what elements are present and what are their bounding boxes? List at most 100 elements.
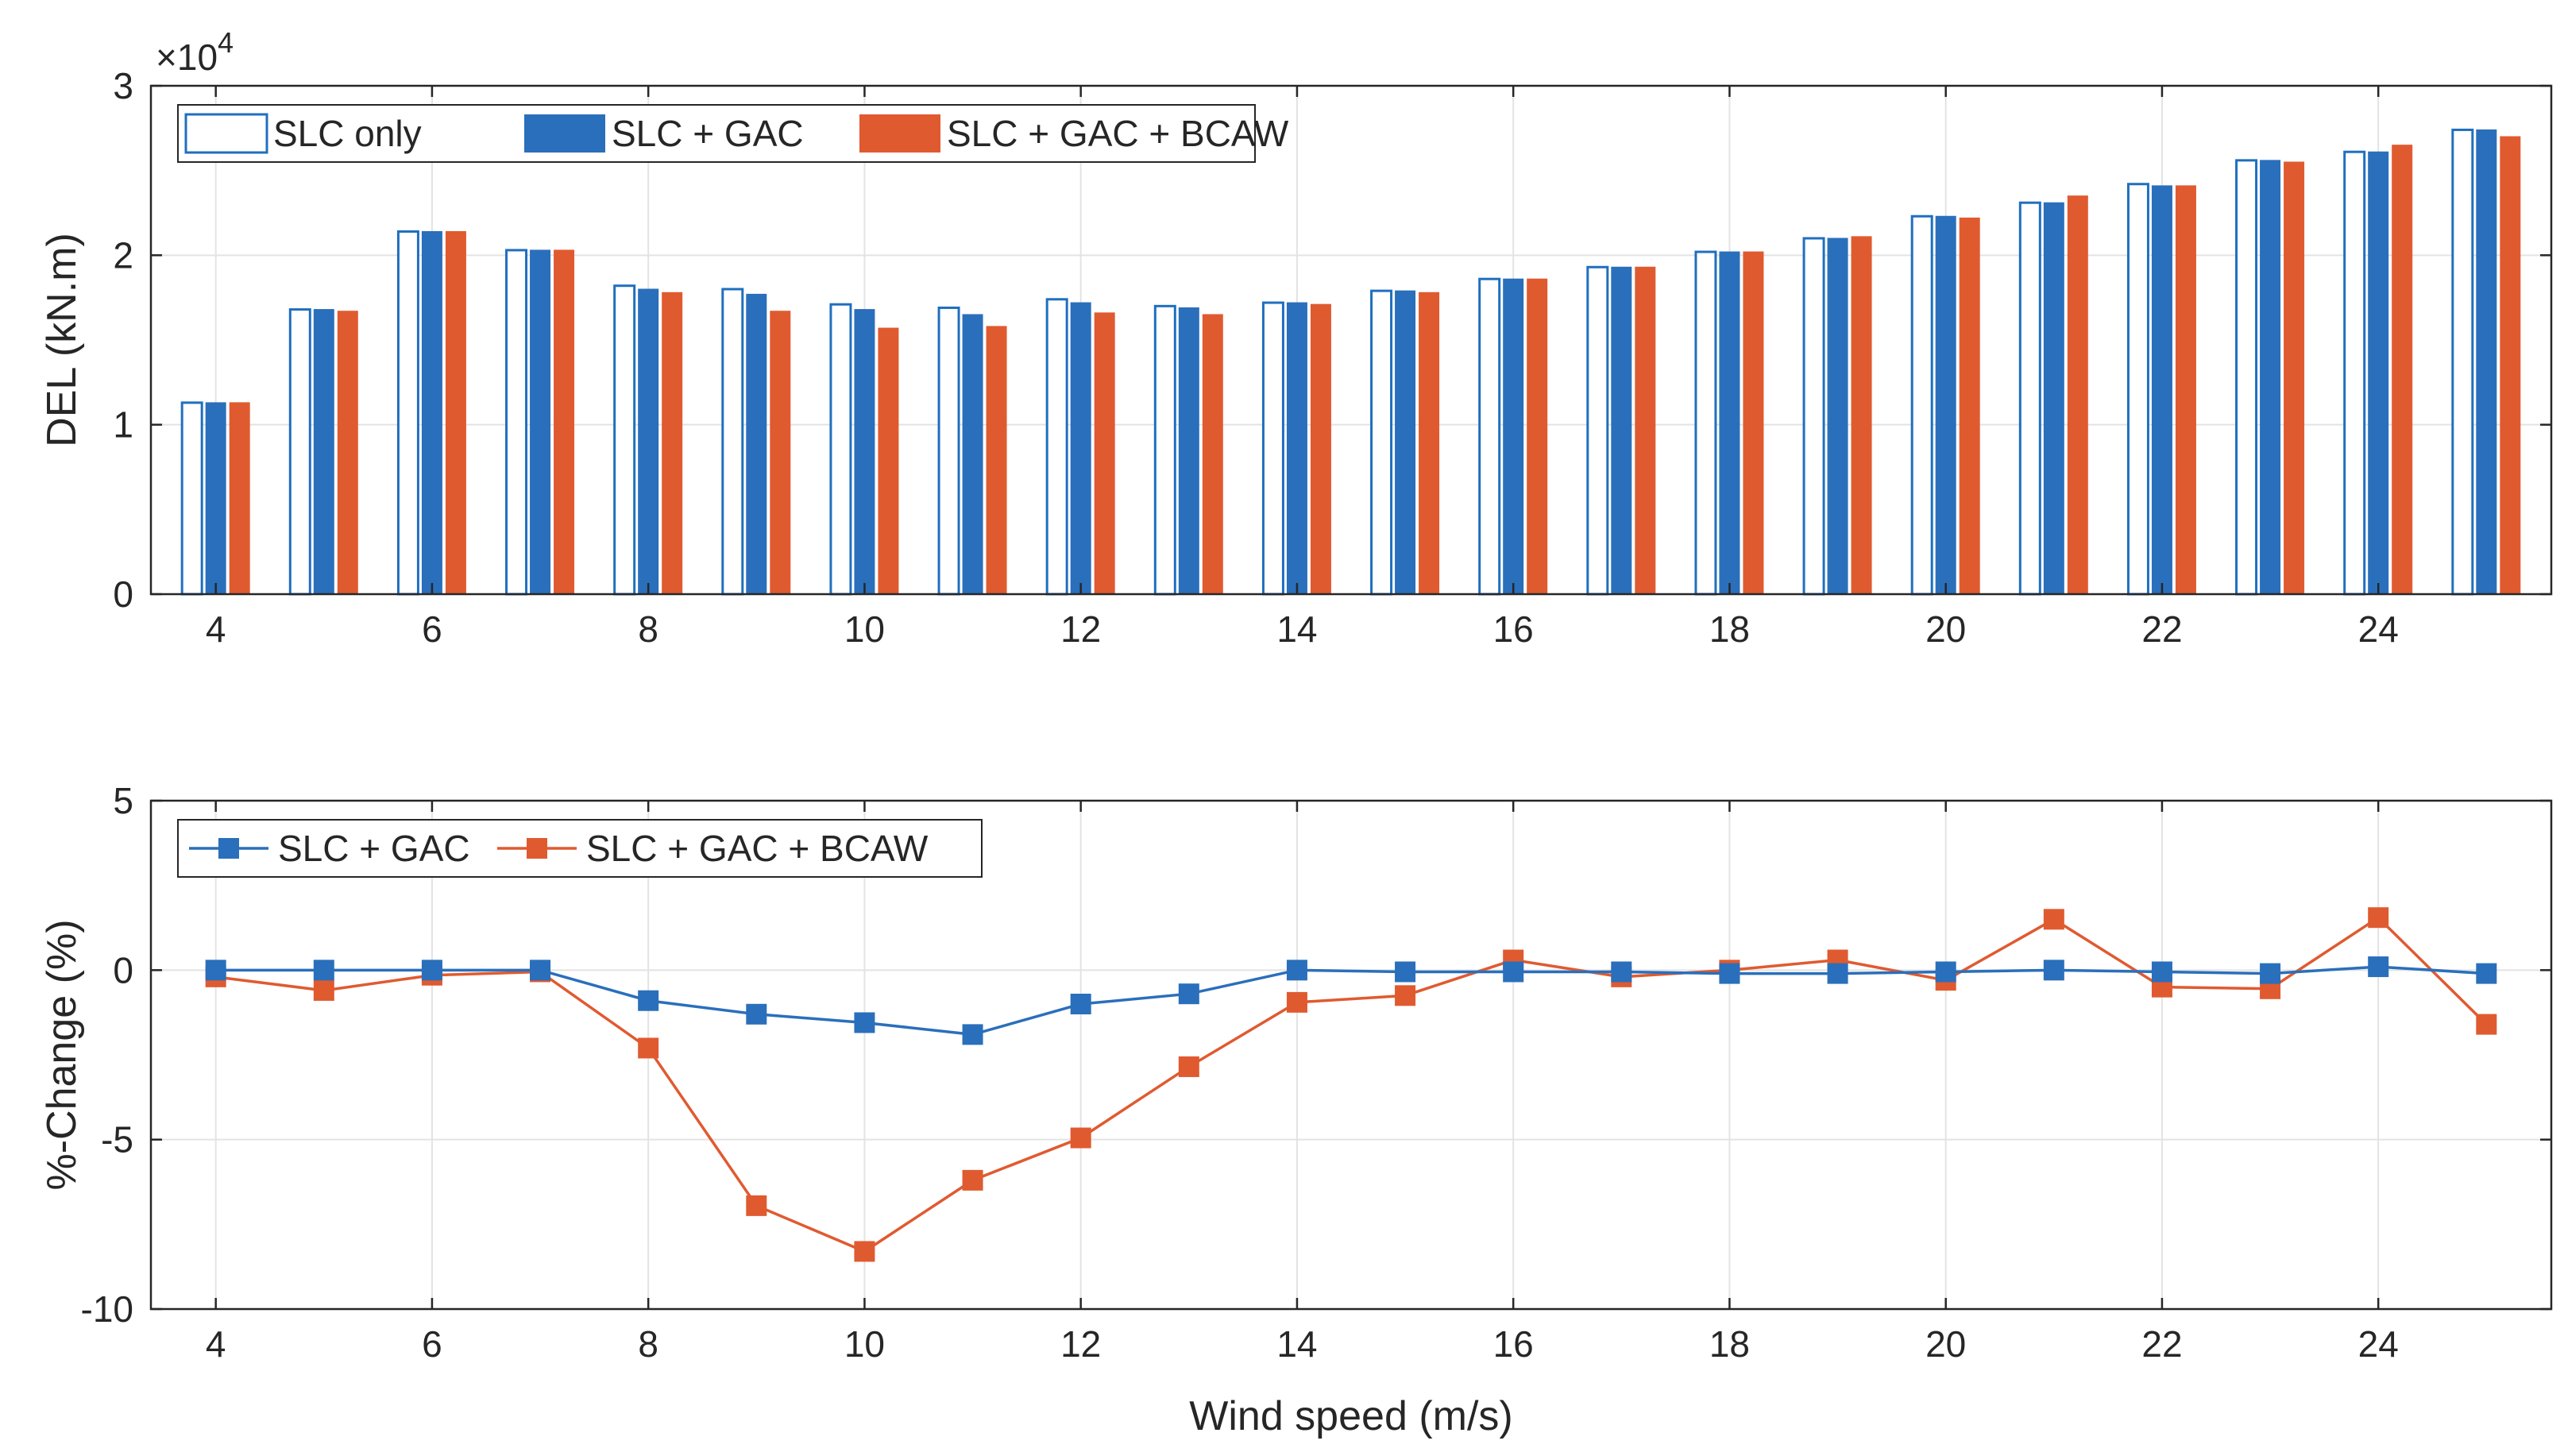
bar-slc-gac-12 [1070, 302, 1091, 595]
bar-slc-only-22 [2126, 183, 2149, 596]
bar-slc-gac-8 [638, 288, 659, 595]
bar-slc-only-23 [2235, 159, 2258, 596]
bar-slc-gac-18 [1719, 251, 1740, 595]
legend-marker-1 [527, 838, 547, 859]
legend-swatch-slc-gac [524, 114, 605, 153]
legend-label: SLC + GAC + BCAW [586, 828, 929, 869]
top-ytick-label: 0 [113, 574, 133, 615]
marker-slc-gac-bcaw-8 [638, 1037, 659, 1059]
bar-slc-gac-24 [2368, 151, 2389, 595]
bot-xtick-label: 14 [1276, 1323, 1317, 1365]
bar-slc-gac-20 [1935, 215, 1956, 595]
bot-xtick-label: 8 [638, 1323, 658, 1365]
line-slc-gac [215, 965, 2487, 1037]
marker-slc-gac-bcaw-12 [1070, 1127, 1091, 1149]
top-axes-frame [149, 84, 2553, 596]
bar-slc-gac-5 [313, 309, 334, 595]
bar-slc-only-21 [2018, 201, 2041, 596]
top-xtick-label: 18 [1709, 608, 1750, 650]
bar-slc-gac-bcaw-6 [445, 230, 466, 595]
bar-slc-gac-bcaw-25 [2500, 136, 2521, 595]
marker-slc-gac-22 [2151, 961, 2172, 983]
bot-xtick-label: 18 [1709, 1323, 1750, 1365]
marker-slc-gac-bcaw-25 [2476, 1014, 2497, 1035]
top-ytick-label: 1 [113, 404, 133, 446]
bar-slc-gac-14 [1286, 302, 1307, 595]
bar-slc-gac-bcaw-14 [1310, 303, 1331, 595]
top-xtick-label: 10 [844, 608, 885, 650]
bot-xtick-label: 12 [1060, 1323, 1101, 1365]
marker-slc-gac-4 [205, 960, 226, 981]
marker-slc-gac-25 [2476, 963, 2497, 984]
bar-slc-gac-bcaw-4 [229, 402, 250, 595]
bar-slc-only-4 [180, 401, 203, 596]
bot-xtick-label: 22 [2141, 1323, 2182, 1365]
top-xtick-label: 8 [638, 608, 658, 650]
bar-slc-gac-bcaw-13 [1202, 314, 1223, 595]
marker-slc-gac-21 [2043, 960, 2064, 981]
marker-slc-gac-16 [1503, 961, 1524, 983]
bar-slc-only-9 [721, 288, 744, 596]
marker-slc-gac-9 [746, 1003, 767, 1025]
marker-slc-gac-bcaw-11 [962, 1169, 983, 1191]
bar-slc-only-19 [1802, 237, 1825, 596]
marker-slc-gac-8 [638, 990, 659, 1011]
bar-slc-gac-6 [421, 230, 442, 595]
legend-swatch-slc-only [184, 113, 268, 154]
legend-label: SLC only [273, 113, 422, 154]
line-slc-gac-bcaw [215, 915, 2488, 1253]
bar-slc-gac-25 [2476, 129, 2497, 595]
bot-ytick-label: -10 [81, 1288, 133, 1330]
marker-slc-gac-10 [854, 1012, 875, 1033]
bar-slc-only-14 [1261, 301, 1284, 596]
marker-slc-gac-13 [1178, 983, 1199, 1005]
bottom-legend-box [177, 819, 983, 878]
bottom-lines [205, 907, 2497, 1262]
exponent-base: ×10 [156, 37, 218, 78]
legend-label: SLC + GAC [612, 113, 804, 154]
top-xtick-label: 24 [2358, 608, 2399, 650]
marker-slc-gac-11 [962, 1024, 983, 1045]
marker-slc-gac-20 [1935, 961, 1956, 983]
bar-slc-gac-7 [530, 249, 551, 595]
bot-xtick-label: 6 [422, 1323, 442, 1365]
bottom-y-axis-label: %-Change (%) [39, 919, 85, 1190]
bot-ytick-label: 0 [113, 949, 133, 991]
bar-slc-only-11 [937, 306, 960, 596]
exponent-power: 4 [218, 26, 234, 59]
bar-slc-only-12 [1045, 298, 1068, 596]
bot-xtick-label: 4 [206, 1323, 226, 1365]
bot-xtick-label: 20 [1925, 1323, 1966, 1365]
marker-slc-gac-bcaw-21 [2043, 909, 2064, 930]
marker-slc-gac-bcaw-14 [1286, 991, 1307, 1013]
top-legend: SLC only SLC + GAC SLC + GAC + BCAW [177, 104, 1289, 163]
bar-slc-only-24 [2343, 150, 2366, 596]
marker-slc-gac-19 [1827, 963, 1848, 984]
marker-slc-gac-15 [1395, 961, 1416, 983]
bar-slc-gac-4 [205, 402, 226, 595]
bar-slc-gac-16 [1503, 278, 1524, 595]
top-legend-box [177, 104, 1256, 163]
top-xtick-label: 14 [1276, 608, 1317, 650]
bar-slc-gac-bcaw-8 [662, 292, 683, 595]
bar-slc-gac-bcaw-19 [1851, 236, 1872, 595]
top-xtick-label: 16 [1493, 608, 1534, 650]
bar-slc-gac-bcaw-5 [337, 311, 358, 595]
marker-slc-gac-bcaw-10 [854, 1241, 875, 1262]
bottom-x-axis-label: Wind speed (m/s) [1189, 1393, 1512, 1439]
marker-slc-gac-bcaw-9 [746, 1195, 767, 1216]
bar-slc-only-6 [396, 230, 419, 596]
bottom-axes-frame [149, 799, 2553, 1311]
bar-slc-only-18 [1694, 250, 1717, 596]
bar-slc-gac-bcaw-9 [770, 311, 791, 595]
top-bars [180, 128, 2521, 596]
bar-slc-only-8 [613, 284, 636, 596]
bar-slc-gac-11 [962, 314, 983, 595]
bar-slc-only-17 [1586, 265, 1609, 596]
bar-slc-gac-bcaw-10 [878, 327, 899, 595]
bar-slc-gac-bcaw-21 [2067, 195, 2088, 595]
bar-slc-only-7 [505, 249, 528, 596]
percent-change-line-chart: 4 6 8 10 12 14 16 18 20 22 24-10-505 %-Change (%) … [39, 780, 2553, 1439]
